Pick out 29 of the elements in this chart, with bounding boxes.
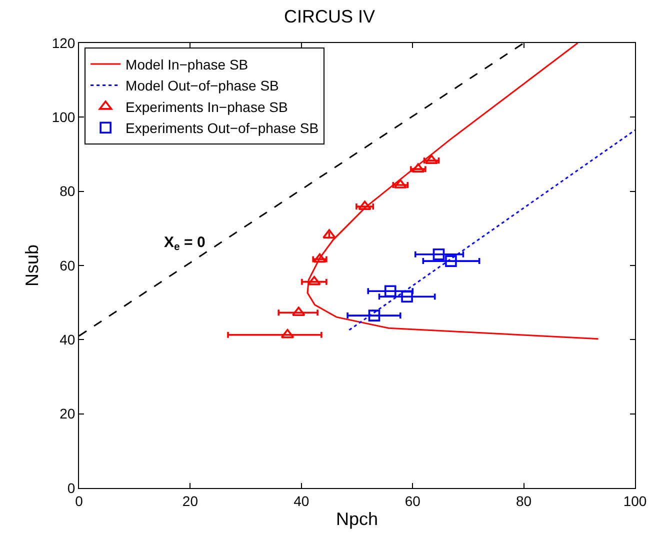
x-tick-label: 60 <box>404 492 421 509</box>
legend-label: Experiments In−phase SB <box>126 98 288 115</box>
legend-label: Model Out−of−phase SB <box>126 78 279 94</box>
point <box>308 276 321 286</box>
y-tick-label: 120 <box>52 34 76 51</box>
y-tick-label: 60 <box>60 257 76 274</box>
y-tick-label: 80 <box>60 183 76 200</box>
x-tick-label: 100 <box>623 492 647 509</box>
chart-title: CIRCUS IV <box>284 6 376 27</box>
legend-label: Experiments Out−of−phase SB <box>126 120 319 136</box>
x-tick-label: 80 <box>516 492 532 509</box>
x-tick-label: 40 <box>294 492 310 509</box>
y-tick-label: 0 <box>67 480 76 496</box>
point <box>432 248 445 260</box>
annotation: X$_{e}$ = 0 <box>164 234 206 254</box>
point <box>358 200 372 210</box>
point <box>280 328 294 338</box>
point <box>445 255 457 267</box>
y-tick-label: 20 <box>60 406 76 422</box>
point <box>322 229 336 238</box>
point <box>368 310 380 322</box>
y-axis-title: Nsub <box>22 244 42 287</box>
legend-label: Model In−phase SB <box>126 56 248 73</box>
x-axis-title: Npch <box>336 508 378 529</box>
y-tick-label: 40 <box>60 332 76 348</box>
x-tick-label: 20 <box>182 492 198 509</box>
y-tick-label: 100 <box>52 109 76 126</box>
point <box>384 285 396 297</box>
point <box>401 290 413 303</box>
